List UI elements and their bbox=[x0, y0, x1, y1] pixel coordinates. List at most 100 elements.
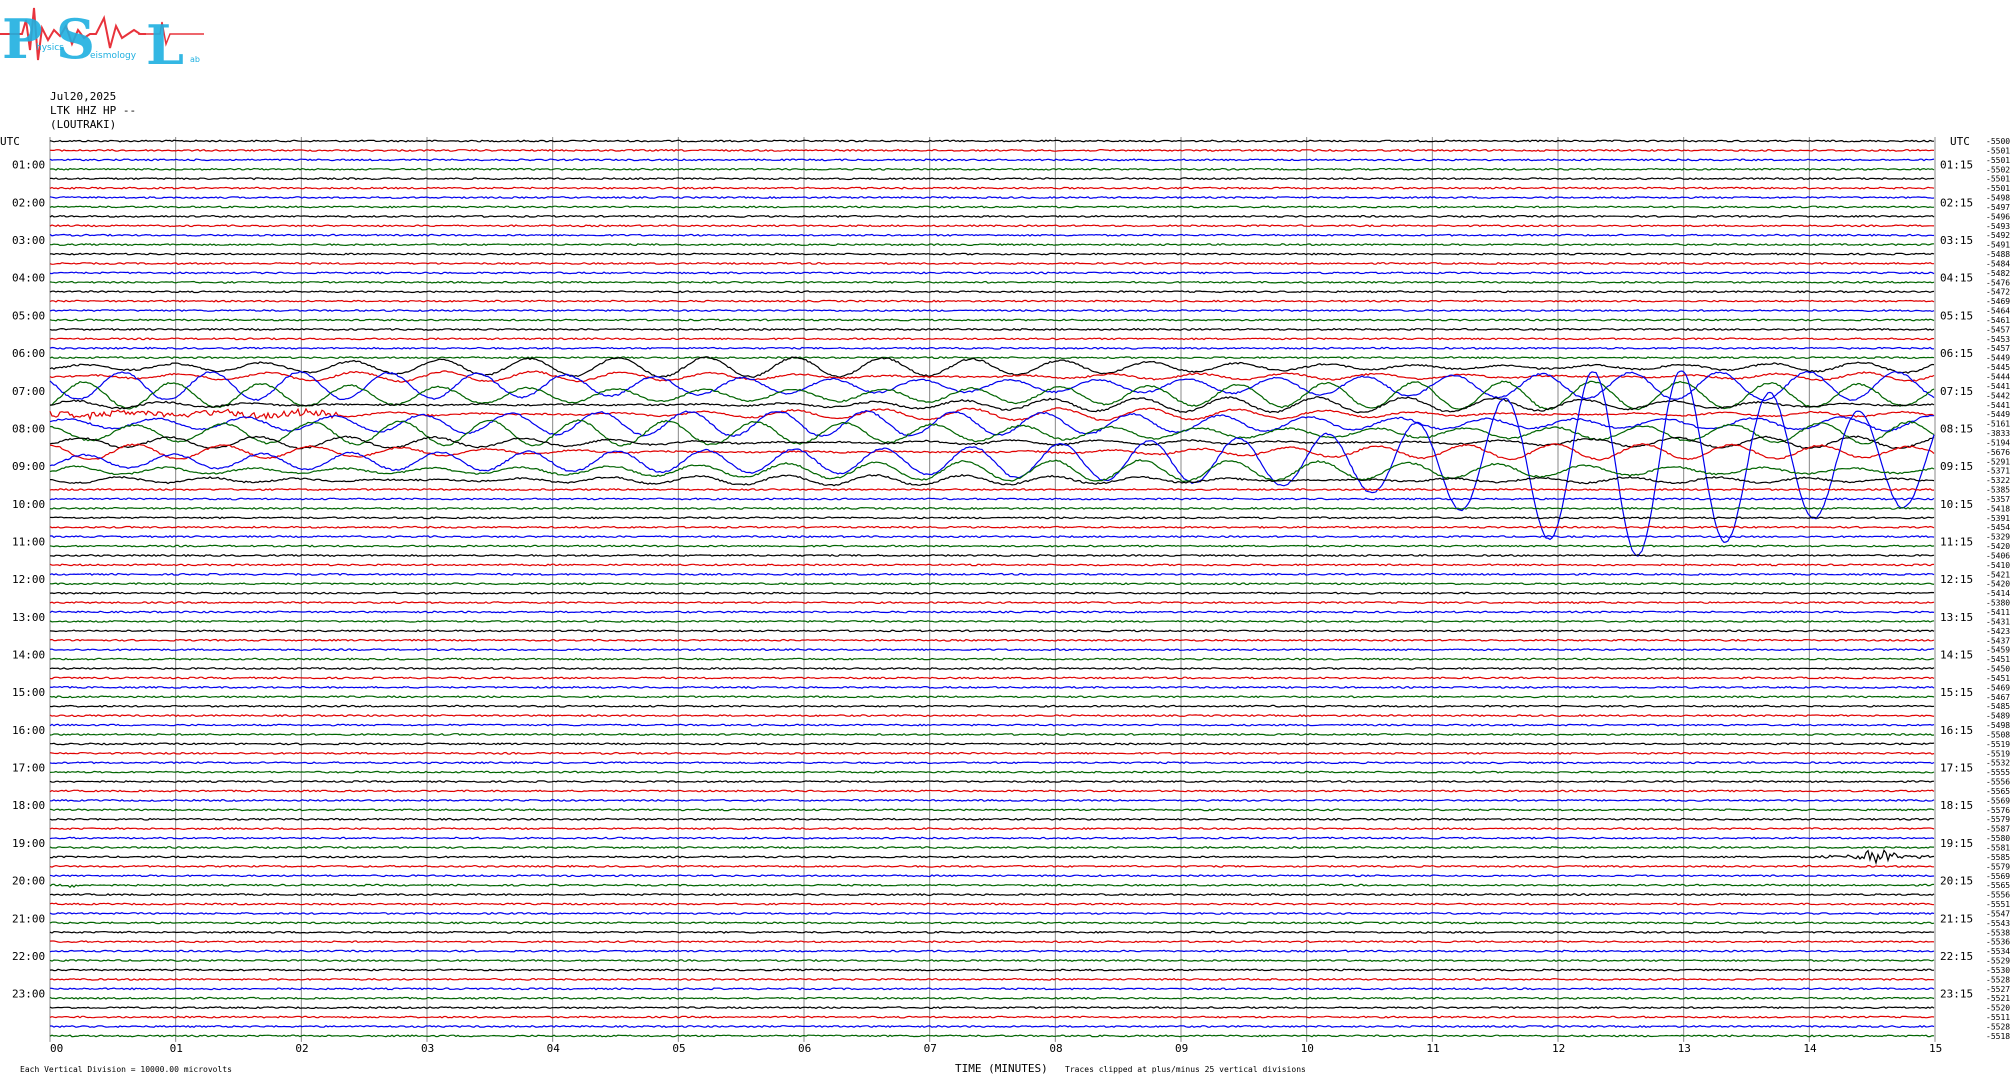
trace-offset-label: -5161 bbox=[1986, 420, 2010, 429]
seismogram-trace bbox=[49, 930, 1935, 934]
x-tick-label: 00 bbox=[50, 1042, 63, 1055]
trace-offset-label: -5576 bbox=[1986, 806, 2010, 815]
seismogram-trace bbox=[49, 732, 1935, 737]
trace-offset-label: -5420 bbox=[1986, 580, 2010, 589]
left-hour-label: 13:00 bbox=[12, 611, 45, 624]
trace-offset-label: -5464 bbox=[1986, 307, 2010, 316]
seismogram-trace bbox=[49, 704, 1935, 708]
seismogram-trace bbox=[49, 921, 1935, 925]
seismogram-trace bbox=[49, 563, 1935, 567]
right-hour-label: 22:15 bbox=[1940, 950, 1973, 963]
minute-gridlines bbox=[49, 137, 1936, 1042]
seismogram-trace bbox=[50, 473, 1935, 487]
seismogram-trace bbox=[49, 1006, 1935, 1010]
trace-offset-label: -5501 bbox=[1986, 146, 2010, 155]
seismogram-trace bbox=[49, 337, 1935, 341]
seismogram-trace bbox=[49, 893, 1935, 897]
seismogram-trace bbox=[49, 572, 1935, 576]
seismogram-trace bbox=[49, 195, 1935, 200]
trace-offset-label: -5380 bbox=[1986, 599, 2010, 608]
seismogram-trace bbox=[49, 827, 1935, 831]
seismogram-trace bbox=[49, 836, 1935, 840]
trace-offset-label: -5500 bbox=[1986, 137, 2010, 146]
trace-offset-label: -5420 bbox=[1986, 542, 2010, 551]
x-tick-label: 09 bbox=[1175, 1042, 1188, 1055]
trace-offset-label: -5527 bbox=[1986, 985, 2010, 994]
trace-offset-label: -5569 bbox=[1986, 796, 2010, 805]
seismogram-trace bbox=[49, 848, 1935, 866]
x-tick-label: 10 bbox=[1301, 1042, 1314, 1055]
seismogram-trace bbox=[50, 177, 1934, 181]
trace-offset-label: -5676 bbox=[1986, 448, 2010, 457]
seismogram-trace bbox=[49, 139, 1935, 143]
trace-offset-label: -5565 bbox=[1986, 881, 2010, 890]
trace-offset-label: -5476 bbox=[1986, 278, 2010, 287]
seismogram-trace bbox=[49, 1015, 1935, 1019]
trace-offset-label: -5543 bbox=[1986, 919, 2010, 928]
seismogram-trace bbox=[49, 940, 1935, 944]
seismogram-trace bbox=[49, 370, 1935, 557]
seismogram-trace bbox=[49, 666, 1935, 671]
trace-offset-label: -5532 bbox=[1986, 759, 2010, 768]
seismogram-trace bbox=[49, 987, 1935, 991]
seismogram-trace bbox=[49, 958, 1935, 963]
left-hour-label: 10:00 bbox=[12, 498, 45, 511]
x-tick-label: 13 bbox=[1678, 1042, 1691, 1055]
trace-offset-label: -5529 bbox=[1986, 957, 2010, 966]
trace-offset-label: -5528 bbox=[1986, 975, 2010, 984]
x-tick-label: 03 bbox=[421, 1042, 434, 1055]
seismogram-trace bbox=[49, 544, 1935, 548]
seismogram-trace bbox=[49, 525, 1935, 529]
seismogram-trace bbox=[49, 442, 1935, 461]
seismogram-trace bbox=[49, 271, 1935, 275]
right-hour-label: 04:15 bbox=[1940, 272, 1973, 285]
trace-offset-label: -5469 bbox=[1986, 683, 2010, 692]
trace-offset-label: -5406 bbox=[1986, 551, 2010, 560]
seismogram-trace bbox=[49, 780, 1935, 784]
trace-offset-label: -5569 bbox=[1986, 872, 2010, 881]
x-tick-label: 04 bbox=[547, 1042, 561, 1055]
seismogram-trace bbox=[49, 789, 1935, 793]
trace-offset-label: -5385 bbox=[1986, 486, 2010, 495]
seismogram-trace bbox=[49, 299, 1935, 303]
seismogram-trace bbox=[49, 808, 1935, 812]
trace-offset-label: -5431 bbox=[1986, 617, 2010, 626]
seismogram-trace bbox=[49, 346, 1935, 350]
trace-offset-label: -5442 bbox=[1986, 391, 2010, 400]
right-hour-label: 05:15 bbox=[1940, 309, 1973, 322]
psl-logo: P S L hysics eismology ab bbox=[0, 7, 204, 72]
trace-offset-label: -5488 bbox=[1986, 250, 2010, 259]
seismogram-trace bbox=[49, 845, 1934, 850]
right-hour-label: 15:15 bbox=[1940, 686, 1973, 699]
trace-offset-label: -5391 bbox=[1986, 514, 2010, 523]
x-tick-label: 11 bbox=[1426, 1042, 1439, 1055]
x-tick-label: 07 bbox=[924, 1042, 937, 1055]
trace-offset-label: -5322 bbox=[1986, 476, 2010, 485]
seismogram-trace bbox=[49, 601, 1935, 605]
left-hour-label: 15:00 bbox=[12, 686, 45, 699]
x-tick-label: 08 bbox=[1049, 1042, 1062, 1055]
seismogram-trace bbox=[49, 949, 1935, 953]
left-axis-title: UTC bbox=[0, 135, 20, 148]
seismogram-trace bbox=[49, 506, 1935, 510]
seismogram-trace bbox=[49, 638, 1935, 642]
right-hour-label: 02:15 bbox=[1940, 196, 1973, 209]
trace-offset-label: -5444 bbox=[1986, 373, 2010, 382]
seismogram-trace bbox=[49, 356, 1935, 378]
seismogram-trace bbox=[49, 968, 1935, 972]
left-hour-label: 03:00 bbox=[12, 234, 45, 247]
seismogram-trace bbox=[49, 380, 1935, 411]
seismogram-trace bbox=[49, 657, 1935, 661]
left-hour-label: 21:00 bbox=[12, 912, 45, 925]
right-hour-label: 11:15 bbox=[1940, 535, 1973, 548]
trace-offset-label: -5291 bbox=[1986, 457, 2010, 466]
seismogram-trace bbox=[49, 148, 1935, 152]
seismogram-trace bbox=[49, 370, 1935, 402]
logo-seismogram-graphic bbox=[0, 7, 204, 61]
seismogram-trace bbox=[49, 751, 1935, 755]
trace-offset-label: -5421 bbox=[1986, 570, 2010, 579]
seismogram-trace bbox=[49, 459, 1935, 483]
left-hour-label: 12:00 bbox=[12, 573, 45, 586]
trace-offset-label: -5411 bbox=[1986, 608, 2010, 617]
